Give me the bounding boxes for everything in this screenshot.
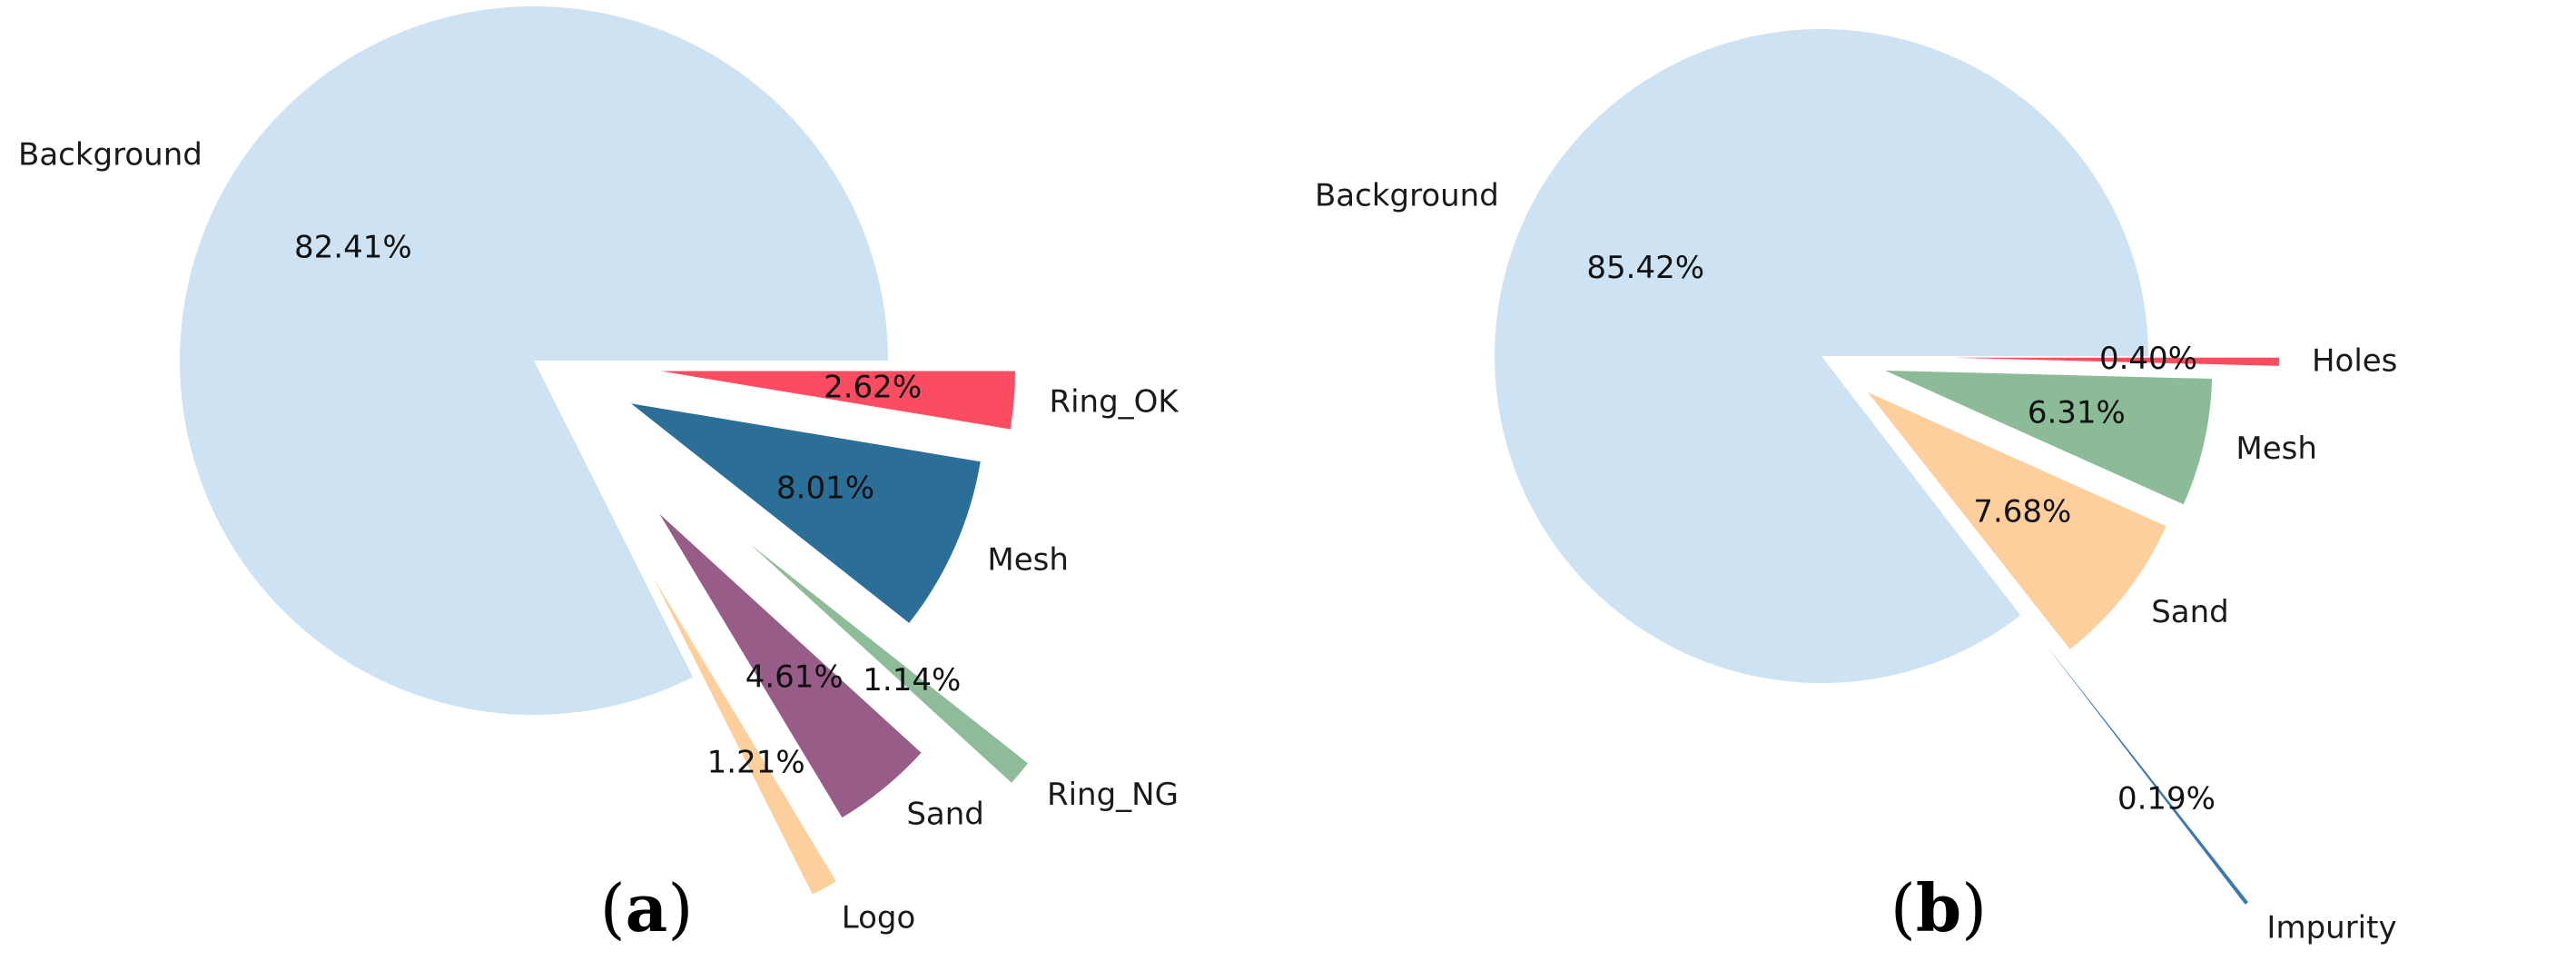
pct-label-mesh: 6.31% bbox=[2028, 394, 2126, 431]
slice-label-background: Background bbox=[18, 136, 202, 173]
pie-slice-background bbox=[180, 6, 889, 716]
slice-label-holes: Holes bbox=[2312, 342, 2397, 379]
slice-label-mesh: Mesh bbox=[987, 541, 1069, 578]
panel-caption-a: (a) bbox=[600, 869, 694, 946]
slice-label-logo: Logo bbox=[842, 899, 916, 936]
pct-label-background: 85.42% bbox=[1586, 250, 1704, 286]
pct-label-background: 82.41% bbox=[294, 230, 412, 266]
slice-label-ring-ng: Ring_NG bbox=[1047, 777, 1179, 813]
pie-slice-mesh bbox=[1885, 370, 2213, 505]
slice-label-sand: Sand bbox=[906, 796, 984, 832]
slice-label-impurity: Impurity bbox=[2266, 910, 2396, 946]
pct-label-ring-ok: 2.62% bbox=[824, 369, 922, 405]
pie-slice-ring-ng bbox=[749, 543, 1029, 783]
slice-label-mesh: Mesh bbox=[2235, 431, 2317, 467]
pie-slice-ring-ok bbox=[660, 371, 1015, 430]
slice-label-ring-ok: Ring_OK bbox=[1049, 383, 1179, 420]
pie-slice-sand bbox=[1868, 391, 2166, 649]
pct-label-mesh: 8.01% bbox=[776, 470, 874, 506]
pie-slice-mesh bbox=[631, 403, 981, 623]
pct-label-impurity: 0.19% bbox=[2117, 780, 2216, 817]
pct-label-logo: 1.21% bbox=[707, 745, 805, 781]
pct-label-ring-ng: 1.14% bbox=[863, 662, 961, 698]
slice-label-sand: Sand bbox=[2151, 594, 2229, 630]
pie-slice-impurity bbox=[2046, 645, 2249, 905]
slice-label-background: Background bbox=[1315, 177, 1499, 213]
pie-slice-background bbox=[1494, 29, 2148, 684]
pie-chart-a: 82.41% Background 1.21% Logo 4.61% Sand 1.14% R… bbox=[18, 6, 1179, 936]
pct-label-holes: 0.40% bbox=[2099, 341, 2197, 377]
pie-slice-sand bbox=[659, 513, 922, 818]
pie-slice-logo bbox=[653, 578, 836, 895]
pie-chart-b: 85.42% Background 0.19% Impurity 7.68% Sand 6.… bbox=[1315, 29, 2397, 946]
panel-caption-b: (b) bbox=[1890, 869, 1988, 946]
pct-label-sand: 7.68% bbox=[1973, 493, 2071, 530]
pct-label-sand: 4.61% bbox=[745, 659, 844, 695]
pie-slice-holes bbox=[1951, 357, 2279, 366]
